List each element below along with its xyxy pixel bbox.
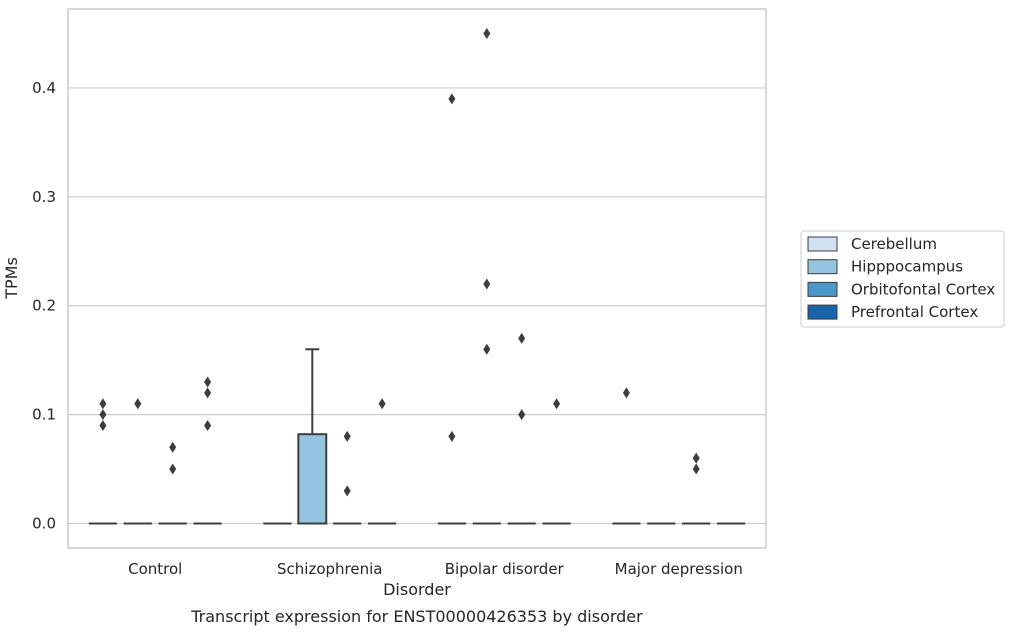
box-group bbox=[542, 398, 571, 525]
x-tick-label: Control bbox=[128, 560, 182, 578]
outlier-point bbox=[99, 409, 107, 421]
legend-frame bbox=[800, 230, 1005, 328]
y-tick-label: 0.1 bbox=[32, 406, 56, 424]
outlier-point bbox=[169, 463, 177, 475]
chart-caption: Transcript expression for ENST0000042635… bbox=[190, 607, 643, 626]
outlier-point bbox=[692, 452, 700, 464]
y-tick-labels: 0.0 0.1 0.2 0.3 0.4 bbox=[32, 79, 56, 533]
outlier-point bbox=[169, 441, 177, 453]
x-tick-label: Schizophrenia bbox=[277, 560, 382, 578]
outlier-point bbox=[483, 343, 491, 355]
y-tick-label: 0.0 bbox=[32, 515, 56, 533]
plot-frame bbox=[67, 8, 767, 549]
outlier-point bbox=[692, 463, 700, 475]
outlier-point bbox=[343, 485, 351, 497]
legend-label: Cerebellum bbox=[851, 235, 937, 253]
y-tick-label: 0.3 bbox=[32, 188, 56, 206]
legend-label: Hipppocampus bbox=[851, 258, 963, 276]
y-axis-label: TPMs bbox=[2, 257, 21, 300]
y-tick-label: 0.2 bbox=[32, 297, 56, 315]
box-group bbox=[612, 387, 641, 525]
outlier-point bbox=[99, 398, 107, 410]
y-tick-label: 0.4 bbox=[32, 79, 56, 97]
box bbox=[297, 433, 328, 525]
legend-label: Orbitofontal Cortex bbox=[851, 280, 995, 298]
outlier-point bbox=[378, 398, 386, 410]
x-tick-label: Major depression bbox=[615, 560, 743, 578]
x-axis-label: Disorder bbox=[383, 580, 451, 599]
outlier-point bbox=[99, 420, 107, 431]
box-group bbox=[472, 28, 501, 525]
box-group bbox=[297, 348, 328, 525]
boxes bbox=[88, 28, 746, 525]
box-group bbox=[682, 452, 711, 525]
legend-items: Cerebellum Hipppocampus Orbitofontal Corte… bbox=[807, 235, 995, 321]
legend-label: Prefrontal Cortex bbox=[851, 303, 978, 321]
box-group bbox=[88, 398, 117, 525]
box-group bbox=[123, 398, 152, 525]
outlier-point bbox=[204, 420, 212, 431]
box-group bbox=[507, 332, 536, 525]
outlier-point bbox=[483, 28, 491, 39]
outlier-point bbox=[204, 387, 212, 399]
outlier-point bbox=[343, 430, 351, 442]
legend: Cerebellum Hipppocampus Orbitofontal Corte… bbox=[800, 230, 1005, 328]
outlier-point bbox=[204, 376, 212, 388]
outlier-point bbox=[518, 332, 526, 344]
box-group bbox=[437, 93, 466, 525]
legend-swatch bbox=[807, 281, 838, 297]
plot-area bbox=[68, 9, 766, 548]
box-group bbox=[368, 398, 397, 525]
outlier-point bbox=[483, 278, 491, 290]
outlier-point bbox=[448, 430, 456, 442]
box-group bbox=[158, 441, 187, 525]
outlier-point bbox=[134, 398, 142, 410]
x-tick-label: Bipolar disorder bbox=[445, 560, 565, 578]
outlier-point bbox=[622, 387, 630, 399]
legend-swatch bbox=[807, 236, 838, 252]
outlier-point bbox=[448, 93, 456, 105]
legend-swatch bbox=[807, 259, 838, 275]
outlier-point bbox=[518, 409, 526, 421]
outlier-point bbox=[553, 398, 561, 410]
x-tick-labels: Control Schizophrenia Bipolar disorder Majo… bbox=[128, 560, 743, 578]
legend-swatch bbox=[807, 304, 838, 320]
box-group bbox=[333, 430, 362, 525]
box-group bbox=[193, 376, 222, 525]
